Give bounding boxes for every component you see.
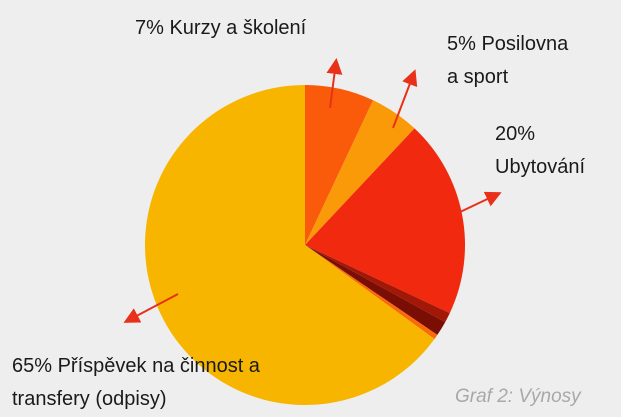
leader-lines [123,58,502,323]
pie-slice [305,85,374,245]
leader-line [326,58,343,109]
category-label: Kurzy a školení [169,17,307,39]
slice-label: 65% Příspěvek na činnost a transfery (od… [12,350,332,416]
value-label: 7% [135,17,164,39]
pie-slice [305,245,438,340]
leader-line [459,191,502,213]
leader-line [392,69,418,129]
value-label: 5% [447,33,476,55]
pie-slice [305,245,446,335]
pie [145,85,465,405]
pie-slice [305,245,450,323]
slice-label: 20% Ubytování [495,118,585,184]
slice-label: 7% Kurzy a školení [135,12,435,45]
value-label: 65% [12,355,53,377]
category-label: Ubytování [495,156,586,178]
category-label: Příspěvek na činnost a transfery (odpisy… [12,355,260,410]
leader-line [123,293,179,323]
caption: Graf 2: Výnosy [455,386,581,407]
value-label: 20% [495,123,536,145]
category-label: Posilovna a sport [447,33,569,88]
pie-slice [145,85,435,405]
slice-label: 5% Posilovna a sport [447,28,577,94]
pie-slice [305,100,415,246]
pie-slice [305,128,465,314]
